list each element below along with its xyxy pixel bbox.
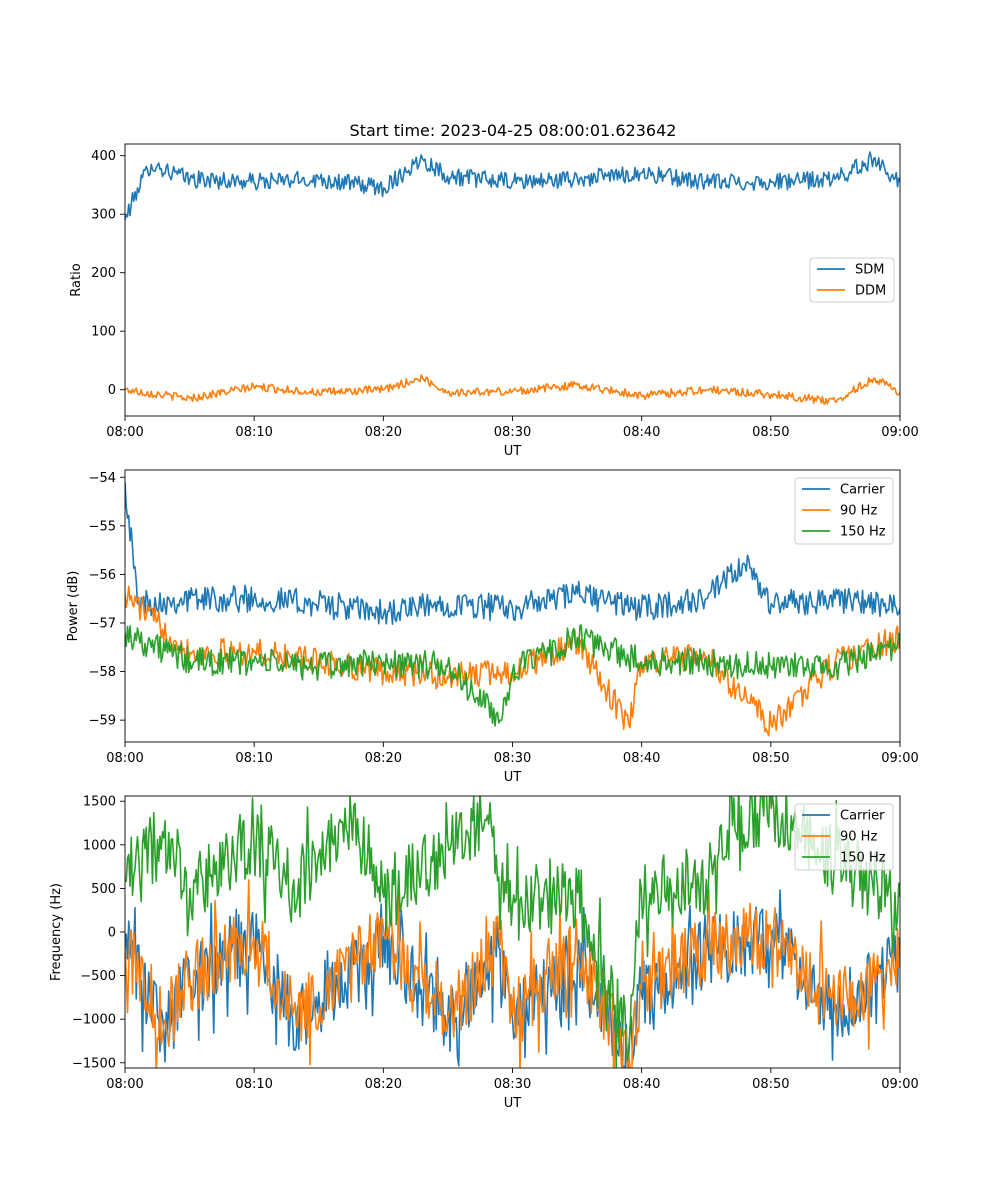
- y-tick-label: 500: [91, 882, 116, 897]
- y-tick-label: 400: [91, 149, 116, 164]
- x-tick-label: 08:10: [235, 751, 272, 766]
- series-line-150-hz: [125, 624, 900, 727]
- y-tick-label: −59: [89, 714, 116, 729]
- y-tick-label: 1000: [83, 838, 116, 853]
- legend-label-carrier: Carrier: [840, 483, 885, 498]
- x-tick-label: 08:40: [623, 425, 660, 440]
- legend-label-sdm: SDM: [855, 263, 884, 278]
- x-tick-label: 09:00: [881, 1077, 918, 1092]
- y-axis-label: Frequency (Hz): [49, 883, 64, 981]
- x-tick-label: 08:00: [106, 751, 143, 766]
- y-axis-label: Power (dB): [66, 571, 81, 642]
- x-tick-label: 08:30: [494, 751, 531, 766]
- y-tick-label: 1500: [83, 795, 116, 810]
- y-tick-label: −58: [89, 665, 116, 680]
- x-tick-label: 08:20: [365, 425, 402, 440]
- y-axis-label: Ratio: [69, 263, 84, 296]
- series-line-150-hz: [125, 796, 900, 1068]
- y-tick-label: −54: [89, 471, 116, 486]
- legend-box: [794, 803, 894, 871]
- series-line-90-hz: [125, 879, 900, 1068]
- y-tick-label: 200: [91, 266, 116, 281]
- legend: SDM DDM: [809, 257, 895, 303]
- legend-label-ddm: DDM: [855, 284, 886, 299]
- x-tick-label: 08:10: [235, 1077, 272, 1092]
- y-tick-label: 0: [108, 926, 116, 941]
- plot-area: [125, 151, 900, 405]
- x-axis-label: UT: [504, 1096, 522, 1111]
- plot-area: [125, 796, 900, 1068]
- legend: Carrier 90 Hz 150 Hz: [794, 477, 894, 545]
- figure-title: Start time: 2023-04-25 08:00:01.623642: [350, 121, 677, 140]
- legend: Carrier 90 Hz 150 Hz: [794, 803, 894, 871]
- x-tick-label: 08:40: [623, 751, 660, 766]
- series-line-carrier: [125, 889, 900, 1068]
- chart-ratio: 08:00 08:10 08:20 08:30 08:40 08:50 09:00 0 100 2…: [69, 143, 919, 459]
- x-axis-label: UT: [504, 444, 522, 459]
- x-tick-label: 08:30: [494, 1077, 531, 1092]
- x-tick-label: 08:50: [752, 1077, 789, 1092]
- series-line-ddm: [125, 374, 900, 405]
- x-tick-label: 08:50: [752, 425, 789, 440]
- x-tick-label: 08:30: [494, 425, 531, 440]
- legend-label-carrier: Carrier: [840, 809, 885, 824]
- y-tick-label: −55: [89, 519, 116, 534]
- x-tick-label: 08:10: [235, 425, 272, 440]
- x-tick-label: 08:40: [623, 1077, 660, 1092]
- y-tick-label: −500: [80, 969, 116, 984]
- chart-frequency: 08:00 08:10 08:20 08:30 08:40 08:50 09:00 −1500…: [49, 795, 919, 1111]
- y-tick-label: −56: [89, 568, 116, 583]
- legend-label-90-hz: 90 Hz: [840, 830, 877, 845]
- x-tick-label: 09:00: [881, 751, 918, 766]
- legend-label-150-hz: 150 Hz: [840, 525, 886, 540]
- legend-label-90-hz: 90 Hz: [840, 504, 877, 519]
- y-tick-label: −1000: [72, 1013, 116, 1028]
- x-tick-label: 08:20: [365, 751, 402, 766]
- x-tick-label: 09:00: [881, 425, 918, 440]
- x-tick-label: 08:50: [752, 751, 789, 766]
- y-tick-label: 100: [91, 325, 116, 340]
- x-tick-label: 08:00: [106, 1077, 143, 1092]
- legend-box: [794, 477, 894, 545]
- x-axis-label: UT: [504, 770, 522, 785]
- series-line-carrier: [125, 482, 900, 626]
- x-tick-label: 08:00: [106, 425, 143, 440]
- series-line-sdm: [125, 151, 900, 221]
- y-tick-label: −57: [89, 617, 116, 632]
- plot-area: [125, 482, 900, 737]
- chart-power: 08:00 08:10 08:20 08:30 08:40 08:50 09:00 −59 −5…: [66, 469, 919, 785]
- y-tick-label: 0: [108, 383, 116, 398]
- x-tick-label: 08:20: [365, 1077, 402, 1092]
- y-tick-label: −1500: [72, 1056, 116, 1071]
- legend-label-150-hz: 150 Hz: [840, 851, 886, 866]
- y-tick-label: 300: [91, 208, 116, 223]
